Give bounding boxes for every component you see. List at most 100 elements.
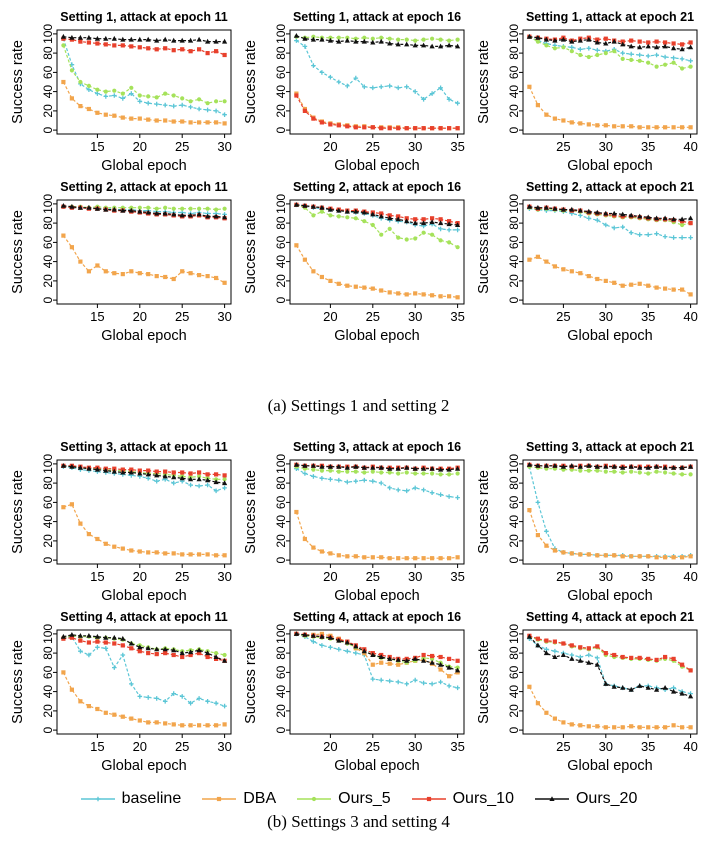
chart-setting-1-attack-at-epoch-21: Setting 1, attack at epoch 21 0 20 40 60 80 10…	[475, 10, 708, 180]
svg-text:30: 30	[217, 739, 231, 754]
legend-label: Ours_20	[575, 790, 638, 807]
svg-text:20: 20	[323, 139, 337, 154]
svg-text:40: 40	[683, 139, 697, 154]
x-axis-label: Global epoch	[334, 758, 419, 774]
svg-text:20: 20	[132, 139, 146, 154]
svg-text:0: 0	[507, 296, 521, 303]
svg-text:40: 40	[683, 309, 697, 324]
svg-text:100: 100	[41, 194, 55, 214]
x-axis-label: Global epoch	[334, 328, 419, 344]
svg-text:0: 0	[274, 296, 288, 303]
svg-text:35: 35	[450, 739, 464, 754]
svg-text:60: 60	[41, 665, 55, 679]
svg-text:40: 40	[683, 739, 697, 754]
chart-svg: Setting 4, attack at epoch 16 0 20 40 60 80 10…	[243, 610, 465, 774]
svg-text:40: 40	[274, 255, 288, 269]
svg-text:30: 30	[217, 309, 231, 324]
svg-text:20: 20	[41, 534, 55, 548]
svg-text:80: 80	[41, 216, 55, 230]
svg-text:20: 20	[274, 274, 288, 288]
svg-text:20: 20	[41, 704, 55, 718]
svg-text:80: 80	[274, 46, 288, 60]
svg-text:25: 25	[556, 569, 570, 584]
svg-text:80: 80	[507, 46, 521, 60]
svg-text:60: 60	[41, 235, 55, 249]
y-axis-label: Success rate	[243, 210, 259, 294]
legend-label: Ours_5	[338, 790, 391, 807]
svg-text:100: 100	[274, 24, 288, 44]
series-baseline-line	[62, 636, 225, 707]
chart-setting-4-attack-at-epoch-21: Setting 4, attack at epoch 21 0 20 40 60 80 10…	[475, 610, 708, 780]
plot-box	[522, 459, 697, 565]
svg-text:80: 80	[507, 476, 521, 490]
svg-text:35: 35	[450, 569, 464, 584]
legend-swatch-ours_5-icon	[297, 796, 332, 802]
svg-text:20: 20	[274, 104, 288, 118]
svg-text:35: 35	[450, 309, 464, 324]
chart-svg: Setting 4, attack at epoch 11 0 20 40 60 80 10…	[10, 610, 232, 774]
svg-text:25: 25	[556, 139, 570, 154]
legend-label: DBA	[243, 790, 277, 807]
svg-text:0: 0	[274, 726, 288, 733]
svg-text:80: 80	[41, 476, 55, 490]
svg-text:25: 25	[174, 309, 188, 324]
chart-setting-2-attack-at-epoch-11: Setting 2, attack at epoch 11 0 20 40 60 80 10…	[9, 180, 242, 350]
svg-text:60: 60	[507, 495, 521, 509]
plot-box	[522, 199, 697, 305]
svg-text:100: 100	[507, 624, 521, 644]
svg-text:30: 30	[598, 139, 612, 154]
svg-text:60: 60	[274, 665, 288, 679]
svg-text:80: 80	[41, 46, 55, 60]
series-baseline-line	[295, 40, 458, 104]
caption-b: (b) Settings 3 and setting 4	[267, 812, 450, 831]
series-Ours_5-line	[528, 36, 691, 70]
legend-item-ours_5: Ours_5	[296, 790, 391, 808]
svg-text:20: 20	[132, 309, 146, 324]
chart-svg: Setting 1, attack at epoch 21 0 20 40 60 80 10…	[476, 10, 698, 174]
svg-text:20: 20	[323, 569, 337, 584]
plot-box	[289, 29, 464, 135]
svg-text:20: 20	[507, 104, 521, 118]
y-axis-label: Success rate	[10, 210, 26, 294]
y-axis-label: Success rate	[10, 470, 26, 554]
y-axis-label: Success rate	[476, 470, 492, 554]
legend-swatch-ours_10-icon	[411, 796, 446, 802]
svg-text:0: 0	[507, 126, 521, 133]
y-axis-label: Success rate	[476, 210, 492, 294]
chart-setting-3-attack-at-epoch-11: Setting 3, attack at epoch 11 0 20 40 60 80 10…	[9, 440, 242, 610]
svg-text:25: 25	[365, 139, 379, 154]
svg-text:40: 40	[274, 685, 288, 699]
chart-title: Setting 3, attack at epoch 11	[60, 440, 227, 454]
plot-box	[56, 629, 231, 735]
series-Ours_20-line	[528, 636, 691, 697]
figure-group-b: Setting 3, attack at epoch 11 0 20 40 60 80 10…	[9, 440, 709, 780]
chart-setting-4-attack-at-epoch-16: Setting 4, attack at epoch 16 0 20 40 60 80 10…	[242, 610, 475, 780]
svg-text:60: 60	[507, 235, 521, 249]
chart-svg: Setting 1, attack at epoch 11 0 20 40 60 80 10…	[10, 10, 232, 174]
plot-box	[289, 459, 464, 565]
svg-text:30: 30	[598, 309, 612, 324]
svg-text:15: 15	[90, 309, 104, 324]
svg-text:60: 60	[274, 235, 288, 249]
x-axis-label: Global epoch	[567, 758, 652, 774]
chart-setting-2-attack-at-epoch-16: Setting 2, attack at epoch 16 0 20 40 60 80 10…	[242, 180, 475, 350]
plot-box	[522, 29, 697, 135]
x-axis-label: Global epoch	[101, 588, 186, 604]
svg-text:0: 0	[41, 726, 55, 733]
svg-text:100: 100	[507, 454, 521, 474]
chart-svg: Setting 3, attack at epoch 11 0 20 40 60 80 10…	[10, 440, 232, 604]
legend: baseline DBA Ours_5 Ours_10 Ours_20	[9, 790, 709, 808]
legend-item-ours_10: Ours_10	[411, 790, 514, 808]
plot-box	[56, 199, 231, 305]
chart-svg: Setting 2, attack at epoch 16 0 20 40 60 80 10…	[243, 180, 465, 344]
chart-svg: Setting 2, attack at epoch 21 0 20 40 60 80 10…	[476, 180, 698, 344]
svg-text:40: 40	[41, 685, 55, 699]
svg-text:30: 30	[598, 739, 612, 754]
svg-text:30: 30	[598, 569, 612, 584]
plot-box	[289, 629, 464, 735]
svg-text:30: 30	[407, 309, 421, 324]
chart-title: Setting 2, attack at epoch 21	[525, 180, 693, 194]
svg-text:100: 100	[274, 624, 288, 644]
chart-svg: Setting 3, attack at epoch 21 0 20 40 60 80 10…	[476, 440, 698, 604]
svg-text:0: 0	[41, 296, 55, 303]
